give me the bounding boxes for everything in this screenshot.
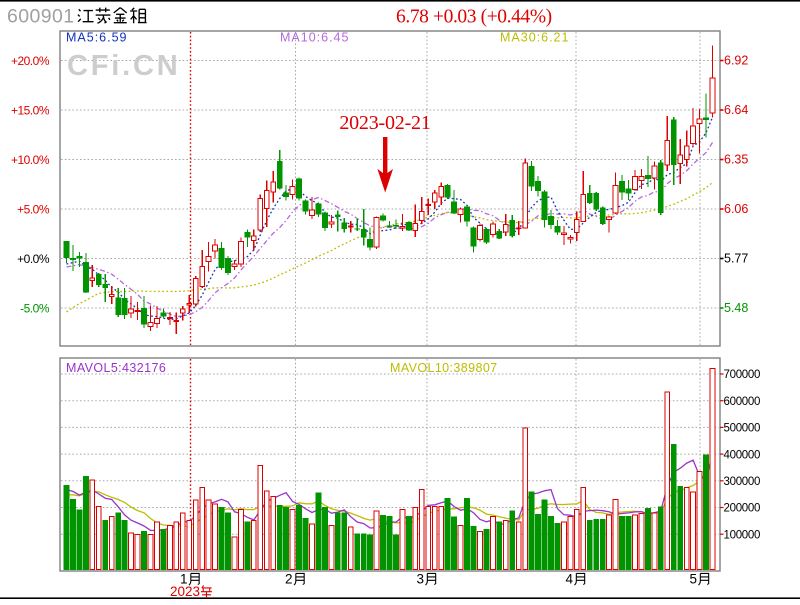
svg-text:+10.0%: +10.0%: [11, 153, 50, 167]
svg-text:-5.0%: -5.0%: [20, 301, 50, 315]
svg-text:4: 4: [565, 572, 573, 587]
svg-text:+5.0%: +5.0%: [17, 202, 50, 216]
svg-text:500000: 500000: [724, 423, 761, 435]
svg-text:100000: 100000: [724, 529, 761, 541]
svg-text:MA30:6.21: MA30:6.21: [500, 31, 569, 45]
svg-text:200000: 200000: [724, 503, 761, 515]
svg-text:6.35: 6.35: [724, 153, 748, 167]
svg-text:+20.0%: +20.0%: [11, 54, 50, 68]
svg-text:6.06: 6.06: [724, 202, 748, 216]
svg-text:400000: 400000: [724, 449, 761, 461]
svg-text:+0.0%: +0.0%: [17, 252, 50, 266]
svg-text:2023: 2023: [170, 584, 200, 599]
svg-text:600000: 600000: [724, 396, 761, 408]
svg-text:2023-02-21: 2023-02-21: [339, 112, 430, 134]
svg-text:5: 5: [689, 572, 697, 587]
svg-text:MA10:6.45: MA10:6.45: [280, 31, 349, 45]
svg-text:+15.0%: +15.0%: [11, 103, 50, 117]
svg-text:600901: 600901: [7, 6, 74, 28]
svg-text:6.92: 6.92: [724, 54, 748, 68]
svg-text:5.77: 5.77: [724, 252, 748, 266]
svg-text:6.64: 6.64: [724, 103, 748, 117]
svg-text:CFi.CN: CFi.CN: [67, 50, 180, 82]
svg-text:1: 1: [180, 572, 188, 587]
svg-text:MAVOL5:432176: MAVOL5:432176: [66, 361, 166, 375]
svg-text:6.78 +0.03 (+0.44%): 6.78 +0.03 (+0.44%): [396, 7, 552, 28]
svg-text:2: 2: [285, 572, 293, 587]
svg-text:300000: 300000: [724, 476, 761, 488]
svg-text:MA5:6.59: MA5:6.59: [66, 31, 128, 45]
svg-text:3: 3: [416, 572, 424, 587]
svg-text:5.48: 5.48: [724, 301, 748, 315]
svg-text:700000: 700000: [724, 369, 761, 381]
svg-text:MAVOL10:389807: MAVOL10:389807: [390, 361, 498, 375]
